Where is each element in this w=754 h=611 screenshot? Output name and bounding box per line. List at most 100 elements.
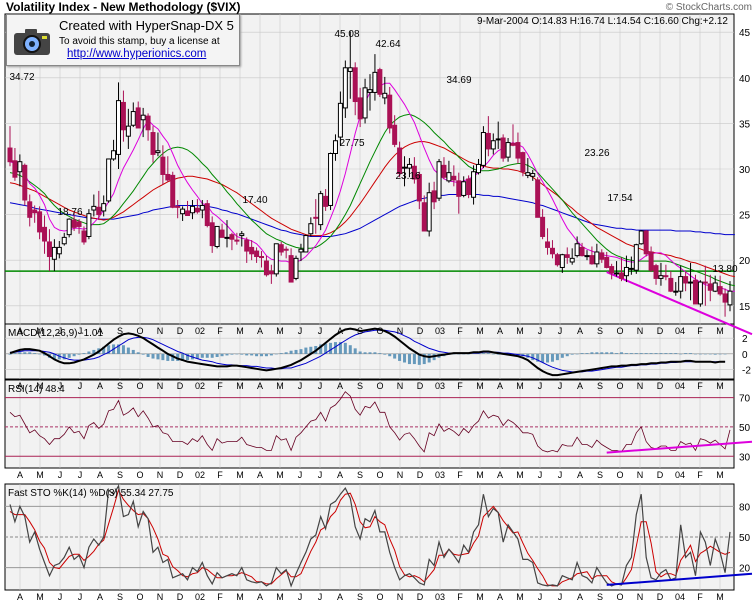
stamp-url-link[interactable]: http://www.hyperionics.com <box>67 48 207 60</box>
x-axis-label: A <box>97 592 103 602</box>
x-axis-label: F <box>457 592 463 602</box>
candle-body <box>456 180 462 197</box>
x-axis-label: O <box>376 326 383 336</box>
candle-body <box>683 276 689 284</box>
x-axis-label: M <box>36 381 44 391</box>
macd-histogram-bar <box>693 353 697 355</box>
candle-body <box>431 190 437 203</box>
candle-body <box>619 272 625 279</box>
candle-body <box>115 100 121 155</box>
candle-body <box>584 255 590 258</box>
candle-body <box>530 173 536 177</box>
x-axis-label: S <box>117 592 123 602</box>
price-annotation: 45.08 <box>334 29 359 40</box>
macd-histogram-bar <box>590 352 594 354</box>
macd-histogram-bar <box>200 353 204 358</box>
x-axis-label: J <box>538 592 543 602</box>
macd-histogram-bar <box>541 353 545 363</box>
candle-body <box>510 142 516 146</box>
candle-body <box>426 192 432 232</box>
x-axis-label: F <box>217 470 223 480</box>
macd-histogram-bar <box>639 353 643 354</box>
x-axis-label: A <box>17 326 23 336</box>
candle-body <box>120 101 126 131</box>
x-axis-label: J <box>558 592 563 602</box>
x-axis-label: J <box>558 470 563 480</box>
candle-body <box>589 255 595 265</box>
candle-body <box>337 102 343 138</box>
candle-body <box>475 163 481 174</box>
price-tick-label: 30 <box>739 165 751 176</box>
x-axis-label: J <box>78 326 83 336</box>
macd-histogram-bar <box>353 348 357 354</box>
x-axis-label: S <box>597 592 603 602</box>
candle-body <box>702 281 708 284</box>
macd-histogram-bar <box>713 353 717 355</box>
candle-body <box>362 87 368 119</box>
x-axis-label: S <box>597 326 603 336</box>
macd-histogram-bar <box>141 353 145 355</box>
rsi-line <box>9 391 731 453</box>
x-axis-label: M <box>36 470 44 480</box>
x-axis-label: F <box>457 381 463 391</box>
x-axis-label: A <box>577 470 583 480</box>
x-axis-label: F <box>697 470 703 480</box>
x-axis-label: S <box>357 470 363 480</box>
x-axis-label: A <box>337 592 343 602</box>
x-axis-label: M <box>516 470 524 480</box>
price-tick-label: 25 <box>739 211 751 222</box>
candle-body <box>283 248 289 251</box>
macd-histogram-bar <box>38 353 42 355</box>
x-axis-label: N <box>397 470 404 480</box>
candle-body <box>175 205 181 208</box>
candle-body <box>185 210 191 217</box>
macd-histogram-bar <box>373 352 377 354</box>
macd-histogram-bar <box>136 352 140 354</box>
macd-histogram-bar <box>250 353 254 356</box>
macd-histogram-bar <box>698 353 702 355</box>
candle-body <box>46 241 52 258</box>
candle-body <box>441 164 447 178</box>
macd-histogram-bar <box>679 353 683 355</box>
macd-histogram-bar <box>181 353 185 361</box>
macd-histogram-bar <box>718 353 722 355</box>
price-trendline <box>606 271 753 336</box>
candle-body <box>106 158 112 202</box>
candle-body <box>387 94 393 129</box>
rsi-label: RSI(14) 48.4 <box>8 384 65 395</box>
x-axis-label: D <box>177 326 184 336</box>
macd-histogram-bar <box>324 343 328 354</box>
macd-histogram-bar <box>368 352 372 354</box>
rsi-panel <box>4 379 735 469</box>
macd-histogram-bar <box>52 353 56 360</box>
x-axis-label: F <box>697 326 703 336</box>
macd-histogram-bar <box>176 353 180 361</box>
candles <box>7 31 733 317</box>
macd-histogram-bar <box>560 353 564 358</box>
candle-body <box>165 173 171 181</box>
chart-title: Volatility Index - New Methodology ($VIX… <box>6 0 240 14</box>
x-axis-label: M <box>476 592 484 602</box>
candle-body <box>180 208 186 215</box>
macd-histogram-bar <box>422 353 426 365</box>
x-axis-label: J <box>78 592 83 602</box>
x-axis-label: N <box>637 470 644 480</box>
x-axis-label: A <box>257 592 263 602</box>
candle-body <box>259 256 265 259</box>
macd-histogram-bar <box>684 353 688 354</box>
x-axis-label: J <box>58 592 63 602</box>
macd-histogram-bar <box>393 353 397 359</box>
candle-body <box>574 243 580 257</box>
macd-histogram-bar <box>427 353 431 363</box>
x-axis-label: A <box>577 381 583 391</box>
macd-histogram-bar <box>299 349 303 354</box>
sto-d-line <box>9 488 731 587</box>
x-axis-label: N <box>157 326 164 336</box>
rsi-tick-label: 50 <box>739 423 751 434</box>
x-axis-label: A <box>257 470 263 480</box>
x-axis-label: O <box>136 381 143 391</box>
hypersnap-stamp: Created with HyperSnap-DX 5 To avoid thi… <box>6 14 240 66</box>
macd-histogram-bar <box>659 353 663 354</box>
macd-histogram-bar <box>156 353 160 360</box>
